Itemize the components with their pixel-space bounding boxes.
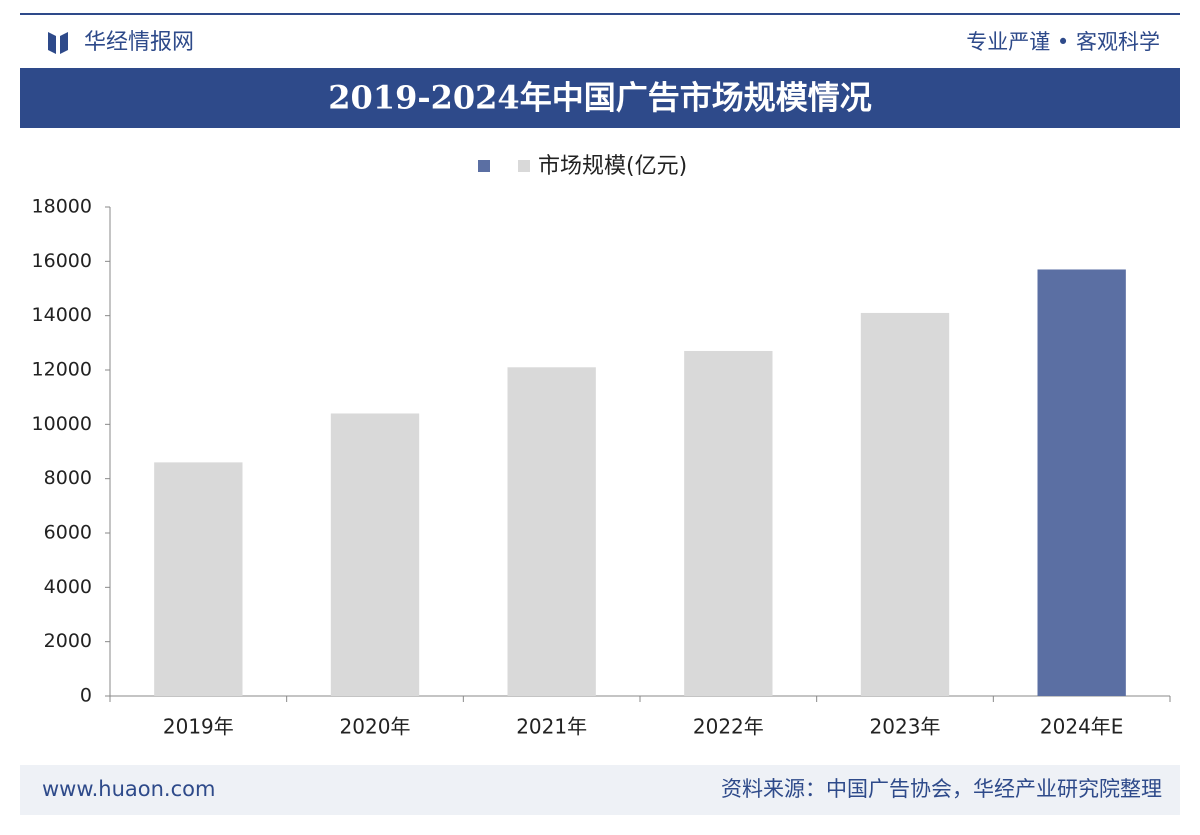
- x-tick-label: 2021年: [516, 715, 587, 739]
- y-tick-label: 14000: [32, 304, 92, 326]
- x-tick-label: 2023年: [870, 715, 941, 739]
- x-tick-label: 2024年E: [1040, 715, 1124, 739]
- bar: [684, 350, 773, 696]
- x-tick-label: 2019年: [163, 715, 234, 739]
- website: www.huaon.com: [42, 777, 215, 801]
- y-tick-label: 8000: [44, 467, 92, 489]
- footer-band: [20, 765, 1180, 815]
- chart-title: 2019-2024年中国广告市场规模情况: [328, 79, 871, 117]
- logo: [48, 32, 68, 54]
- legend-label: 市场规模(亿元): [538, 154, 687, 179]
- title-banner: [20, 68, 1180, 128]
- source: 资料来源：中国广告协会，华经产业研究院整理: [721, 777, 1162, 801]
- y-tick-label: 18000: [32, 196, 92, 218]
- slogan: 专业严谨 • 客观科学: [966, 30, 1160, 54]
- y-tick-label: 16000: [32, 250, 92, 272]
- bar: [330, 413, 420, 696]
- brand: 华经情报网: [84, 30, 194, 55]
- legend-swatch: [518, 160, 530, 172]
- bar: [860, 312, 950, 696]
- x-tick-label: 2022年: [693, 715, 764, 739]
- y-tick-label: 4000: [44, 576, 92, 598]
- bar: [154, 462, 243, 696]
- bar: [1037, 269, 1126, 696]
- y-tick-label: 2000: [44, 630, 92, 652]
- x-tick-label: 2020年: [340, 715, 411, 739]
- y-tick-label: 0: [80, 685, 92, 707]
- legend-swatch: [478, 160, 490, 172]
- plot: 0 2000 4000 6000 8000 10000 12000 14000 16000 180…: [32, 154, 1171, 739]
- y-tick-label: 12000: [32, 359, 92, 381]
- bar: [507, 367, 596, 696]
- y-tick-label: 10000: [32, 413, 92, 435]
- y-tick-label: 6000: [44, 522, 92, 544]
